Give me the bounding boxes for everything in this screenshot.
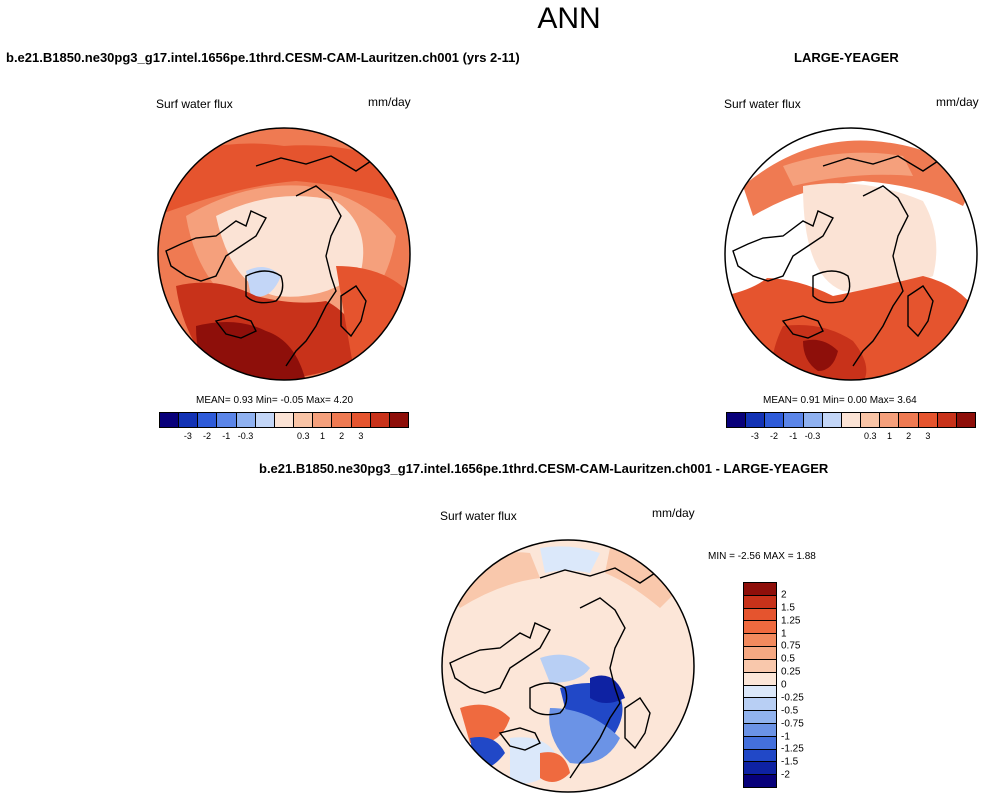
- colorbar-tick-label: 3: [358, 431, 364, 441]
- colorbar-tick-label: 1.25: [781, 615, 801, 627]
- colorbar-swatch: [744, 583, 776, 596]
- colorbar-swatch: [744, 647, 776, 660]
- colorbar-tick-label: -1: [781, 731, 790, 742]
- colorbar-tick-label: -3: [183, 431, 192, 441]
- panel1-polar-map: [157, 127, 411, 381]
- colorbar-swatch: [744, 736, 776, 750]
- colorbar-swatch: [744, 762, 776, 776]
- colorbar-tick-label: -2: [203, 431, 212, 441]
- colorbar-swatch: [744, 621, 776, 635]
- colorbar-swatch: [179, 413, 199, 427]
- colorbar-swatch: [937, 413, 957, 427]
- panel3-polar-map: [441, 539, 695, 793]
- panel2-stats: MEAN= 0.91 Min= 0.00 Max= 3.64: [763, 395, 917, 406]
- colorbar-swatch: [841, 413, 862, 427]
- panel3-stats: MIN = -2.56 MAX = 1.88: [708, 551, 816, 562]
- colorbar-swatch: [332, 413, 352, 427]
- colorbar-tick-label: -0.25: [781, 692, 804, 704]
- colorbar-tick-label: -1.25: [781, 743, 804, 755]
- colorbar-swatch: [744, 775, 776, 787]
- colorbar-swatch: [784, 413, 804, 427]
- colorbar-swatch: [255, 413, 275, 427]
- colorbar-tick-label: -1.5: [781, 756, 799, 768]
- colorbar-tick-label: -0.3: [237, 431, 254, 441]
- panel2-colorbar-ticks: -3 -2 -1 -0.3 0.3 1 2 3: [726, 431, 976, 443]
- colorbar-swatch: [160, 413, 180, 427]
- colorbar-tick-label: -0.3: [804, 431, 821, 441]
- colorbar-tick-label: 0.75: [781, 640, 801, 652]
- panel1-colorbar: [159, 412, 409, 428]
- colorbar-swatch: [744, 749, 776, 763]
- colorbar-swatch: [274, 413, 295, 427]
- colorbar-tick-label: -2: [781, 769, 790, 781]
- page-title: ANN: [537, 2, 601, 35]
- panel3-field-label: Surf water flux: [440, 509, 517, 523]
- colorbar-swatch: [956, 413, 976, 427]
- colorbar-swatch: [744, 595, 776, 609]
- colorbar-swatch: [744, 698, 776, 712]
- colorbar-swatch: [744, 672, 776, 686]
- colorbar-swatch: [918, 413, 938, 427]
- colorbar-swatch: [236, 413, 256, 427]
- panel2-colorbar: [726, 412, 976, 428]
- colorbar-swatch: [744, 634, 776, 648]
- colorbar-swatch: [198, 413, 218, 427]
- colorbar-swatch: [744, 723, 776, 737]
- panel1-stats: MEAN= 0.93 Min= -0.05 Max= 4.20: [196, 395, 354, 406]
- colorbar-tick-label: 0: [781, 679, 787, 691]
- colorbar-tick-label: 0.3: [863, 431, 877, 441]
- panel3-colorbar: [743, 582, 777, 788]
- colorbar-swatch: [765, 413, 785, 427]
- colorbar-tick-label: 0.25: [781, 666, 801, 678]
- panel2-case-title: LARGE-YEAGER: [794, 50, 899, 65]
- colorbar-tick-label: 1.5: [781, 602, 795, 614]
- colorbar-tick-label: -1: [222, 431, 231, 441]
- colorbar-tick-label: 1: [319, 431, 325, 441]
- colorbar-tick-label: -3: [750, 431, 759, 441]
- colorbar-tick-label: 1: [781, 628, 787, 639]
- panel2-polar-map: [724, 127, 978, 381]
- panel1-colorbar-ticks: -3 -2 -1 -0.3 0.3 1 2 3: [159, 431, 409, 443]
- panel3-colorbar-ticks: 2 1.5 1.25 1 0.75 0.5 0.25 0 -0.25 -0.5 -0.75 -1 -1.…: [781, 582, 821, 788]
- panel1-field-label: Surf water flux: [156, 97, 233, 111]
- colorbar-tick-label: 2: [339, 431, 345, 441]
- colorbar-swatch: [744, 608, 776, 622]
- colorbar-swatch: [822, 413, 842, 427]
- panel2-units: mm/day: [936, 95, 979, 109]
- colorbar-tick-label: 1: [886, 431, 892, 441]
- colorbar-swatch: [389, 413, 409, 427]
- colorbar-swatch: [861, 413, 881, 427]
- colorbar-tick-label: 2: [781, 589, 787, 601]
- colorbar-tick-label: 0.3: [296, 431, 310, 441]
- colorbar-swatch: [744, 711, 776, 724]
- colorbar-swatch: [744, 659, 776, 673]
- colorbar-tick-label: 3: [925, 431, 931, 441]
- colorbar-tick-label: 2: [906, 431, 912, 441]
- colorbar-swatch: [294, 413, 314, 427]
- colorbar-swatch: [899, 413, 919, 427]
- colorbar-swatch: [727, 413, 747, 427]
- colorbar-swatch: [370, 413, 390, 427]
- panel3-case-title: b.e21.B1850.ne30pg3_g17.intel.1656pe.1th…: [259, 461, 829, 476]
- colorbar-swatch: [880, 413, 900, 427]
- colorbar-tick-label: -0.5: [781, 705, 799, 717]
- panel3-units: mm/day: [652, 506, 695, 520]
- colorbar-swatch: [746, 413, 766, 427]
- colorbar-tick-label: -1: [789, 431, 798, 441]
- colorbar-tick-label: 0.5: [781, 653, 795, 665]
- panel1-units: mm/day: [368, 95, 411, 109]
- colorbar-swatch: [744, 685, 776, 699]
- colorbar-swatch: [217, 413, 237, 427]
- panel1-case-title: b.e21.B1850.ne30pg3_g17.intel.1656pe.1th…: [6, 50, 520, 65]
- panel2-field-label: Surf water flux: [724, 97, 801, 111]
- colorbar-swatch: [313, 413, 333, 427]
- colorbar-swatch: [803, 413, 823, 427]
- colorbar-tick-label: -0.75: [781, 718, 804, 730]
- colorbar-tick-label: -2: [770, 431, 779, 441]
- colorbar-swatch: [351, 413, 371, 427]
